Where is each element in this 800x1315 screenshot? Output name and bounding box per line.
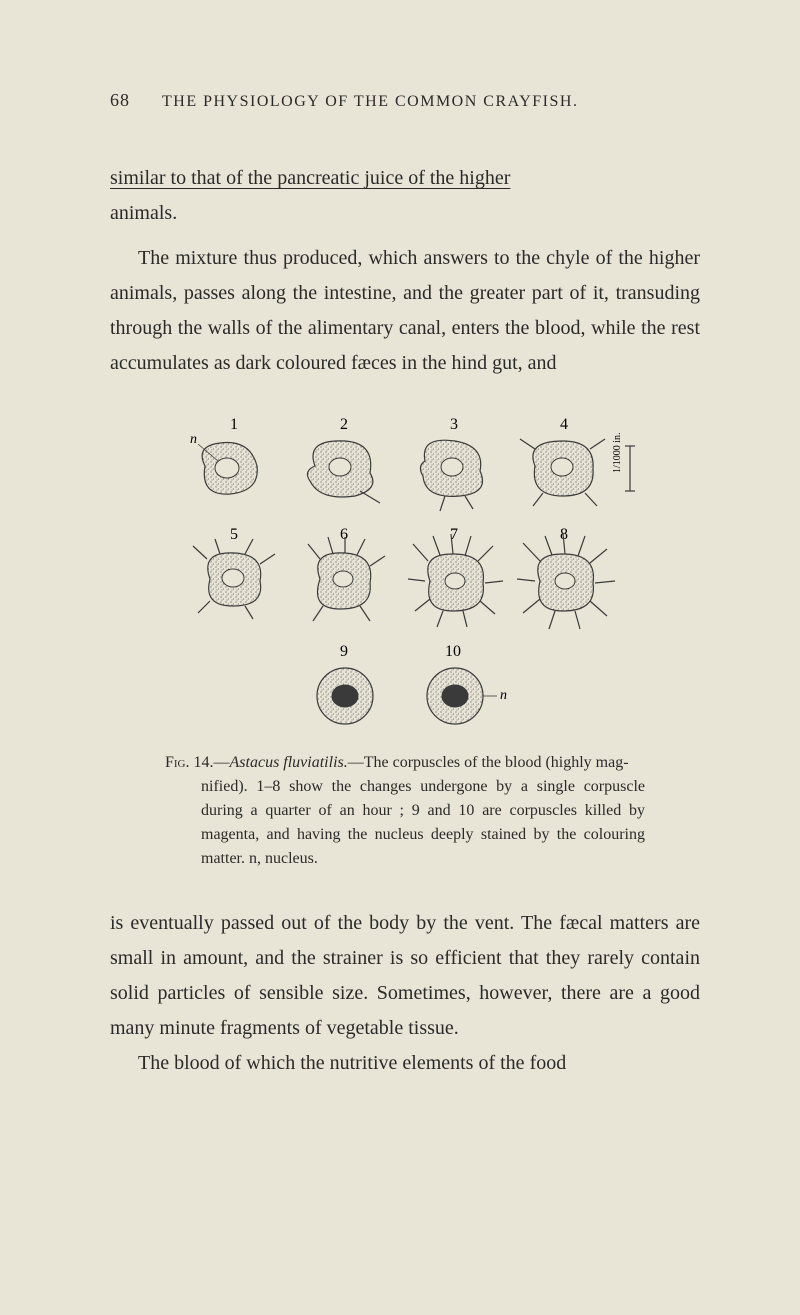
figure-label-9: 9 [340,643,348,660]
figure-label-6: 6 [340,526,348,543]
paragraph-1-line-b: animals. [110,202,177,224]
caption-body-first: —The corpuscles of the blood (highly mag… [348,754,629,771]
corpuscle-3 [420,440,482,511]
corpuscle-9 [317,668,373,724]
figure-14: 1 2 3 4 n [145,411,665,871]
paragraph-2: The mixture thus produced, which answers… [110,241,700,381]
page-header: 68 THE PHYSIOLOGY OF THE COMMON CRAYFISH… [110,90,700,111]
corpuscle-7 [408,534,503,627]
scale-bar: 1/1000 in. [612,432,635,491]
paragraph-4: The blood of which the nutritive element… [110,1046,700,1081]
corpuscle-5 [193,539,275,619]
figure-14-svg: 1 2 3 4 n [145,411,665,731]
figure-14-caption: Fig. 14.—Astacus fluviatilis.—The corpus… [145,751,665,871]
figure-label-2: 2 [340,416,348,433]
corpuscle-2 [307,441,380,503]
paragraph-1-line-a: similar to that of the pancreatic juice … [110,167,510,189]
figure-label-1: 1 [230,416,238,433]
running-title: THE PHYSIOLOGY OF THE COMMON CRAYFISH. [162,93,578,111]
scale-label: 1/1000 in. [612,432,623,473]
paragraph-1: similar to that of the pancreatic juice … [110,161,700,231]
figure-label-5: 5 [230,526,238,543]
figure-n-right: n [500,688,507,703]
figure-label-10: 10 [445,643,461,660]
figure-label-3: 3 [450,416,458,433]
caption-body-rest: nified). 1–8 show the changes undergone … [165,775,645,871]
page-number: 68 [110,90,130,111]
corpuscle-1 [202,442,257,494]
paragraph-3: is eventually passed out of the body by … [110,906,700,1046]
corpuscle-4 [520,439,605,506]
figure-label-4: 4 [560,416,568,433]
corpuscle-8 [517,533,615,629]
caption-species: Astacus fluviatilis. [230,754,348,771]
corpuscle-6 [308,537,385,621]
figure-n-left: n [190,432,197,447]
caption-lead: Fig. 14. [165,754,214,771]
corpuscle-10 [427,668,483,724]
